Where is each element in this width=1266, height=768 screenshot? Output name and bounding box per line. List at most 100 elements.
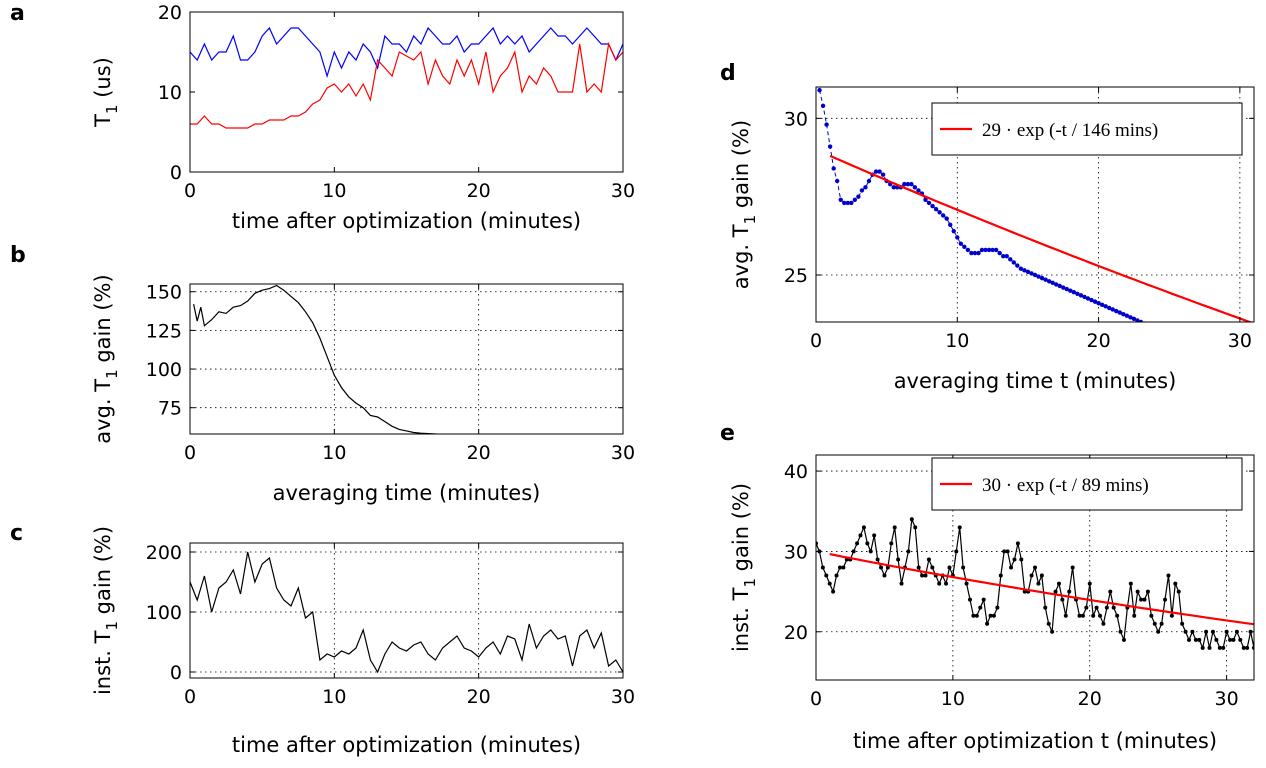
data-point — [1004, 254, 1009, 259]
data-point — [1160, 329, 1164, 333]
data-point — [944, 581, 949, 586]
data-point — [988, 613, 993, 618]
data-point — [817, 87, 822, 93]
data-point — [1012, 557, 1017, 562]
data-point — [990, 247, 995, 253]
data-point — [1070, 565, 1075, 570]
data-point — [1139, 597, 1144, 602]
data-point — [1009, 565, 1014, 570]
data-point — [1029, 573, 1034, 578]
data-point — [820, 103, 826, 109]
data-point — [976, 250, 981, 256]
data-point — [1185, 340, 1189, 344]
x-tick-label: 20 — [1078, 688, 1102, 710]
data-point — [1238, 637, 1243, 642]
data-point — [1092, 299, 1098, 304]
data-point — [1001, 254, 1006, 259]
data-point — [1207, 645, 1212, 650]
data-point — [1152, 621, 1157, 626]
legend-box — [931, 102, 1243, 156]
axes-frame — [815, 86, 1255, 323]
data-point — [879, 565, 884, 570]
data-point — [1053, 589, 1058, 594]
data-point — [1248, 368, 1252, 372]
data-point — [1159, 621, 1164, 626]
data-point — [1195, 345, 1199, 349]
data-point — [926, 557, 931, 562]
data-point — [1075, 291, 1080, 296]
data-point — [1043, 277, 1048, 282]
data-point — [1156, 328, 1160, 332]
data-point — [891, 185, 896, 190]
data-point — [1171, 334, 1175, 338]
data-point — [1131, 316, 1137, 322]
data-point — [1061, 285, 1066, 290]
data-point — [923, 197, 928, 202]
data-point — [852, 197, 858, 202]
data-point — [995, 605, 1000, 610]
data-point — [1167, 332, 1171, 336]
x-tick-label: 10 — [322, 180, 346, 202]
data-point — [983, 247, 988, 253]
data-point — [1146, 323, 1150, 327]
data-point — [820, 565, 825, 570]
x-axis-label: averaging time t (minutes) — [894, 369, 1177, 393]
data-point — [1096, 301, 1101, 306]
data-point — [1138, 319, 1144, 322]
data-point — [937, 581, 942, 586]
data-point — [1008, 257, 1013, 262]
data-point — [1050, 280, 1055, 286]
panel-letter: c — [10, 521, 23, 546]
data-point — [958, 241, 964, 246]
x-tick-label: 0 — [810, 688, 822, 710]
data-point — [1032, 272, 1038, 278]
data-point — [1186, 637, 1191, 642]
data-point — [1078, 293, 1084, 298]
series-line-1 — [190, 41, 623, 129]
data-point — [834, 178, 840, 184]
plot-area — [190, 26, 623, 129]
data-point — [909, 517, 914, 522]
data-point — [1039, 275, 1045, 281]
data-point — [1124, 313, 1130, 318]
x-tick-label: 20 — [467, 180, 491, 202]
data-point — [1089, 297, 1094, 303]
y-tick-label: 75 — [158, 398, 182, 420]
data-point — [1087, 581, 1092, 586]
data-point — [845, 200, 850, 206]
y-axis-label: T1 (us) — [91, 57, 121, 128]
data-point — [1128, 315, 1133, 320]
y-tick-label: 200 — [146, 542, 182, 564]
y-tick-label: 20 — [784, 622, 808, 644]
x-tick-label: 30 — [611, 686, 635, 708]
data-point — [1099, 302, 1105, 307]
data-point — [1166, 573, 1171, 578]
panel-e: 0 10 20 30 20 30 40 e time after optimization t … — [720, 421, 1255, 753]
y-tick-label: 25 — [784, 265, 808, 287]
data-point — [1022, 268, 1027, 273]
data-point — [1068, 288, 1073, 293]
data-point — [1029, 271, 1034, 276]
series-line-0 — [816, 516, 1254, 650]
data-point — [1114, 308, 1119, 314]
data-point — [909, 181, 914, 187]
data-point — [913, 525, 918, 530]
data-point — [873, 169, 879, 174]
data-point — [859, 188, 865, 193]
data-point — [1128, 581, 1133, 586]
data-point — [1183, 629, 1188, 634]
data-point — [986, 247, 992, 253]
data-point — [965, 247, 971, 253]
data-point — [856, 194, 861, 199]
x-axis-label: averaging time (minutes) — [273, 481, 541, 505]
data-point — [861, 525, 866, 530]
data-point — [1046, 279, 1052, 284]
data-point — [991, 613, 996, 618]
data-point — [838, 197, 843, 202]
data-point — [1011, 260, 1017, 265]
y-axis-label: avg. T1 gain (%) — [729, 120, 759, 289]
data-point — [961, 565, 966, 570]
data-point — [1064, 286, 1069, 292]
data-point — [972, 250, 978, 256]
data-point — [1216, 354, 1220, 358]
